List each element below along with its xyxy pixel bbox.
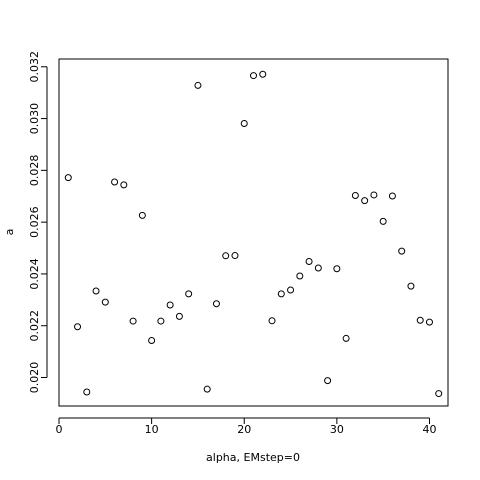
data-point — [268, 317, 276, 325]
data-point — [240, 119, 248, 127]
data-point — [296, 272, 304, 280]
y-tick-label: 0.028 — [28, 155, 41, 187]
x-tick-label: 40 — [422, 423, 436, 436]
y-axis: 0.020 0.022 0.024 0.026 0.028 0.030 0.032 — [28, 51, 48, 394]
data-point — [157, 317, 165, 325]
data-point — [287, 286, 295, 294]
data-point — [351, 191, 359, 199]
y-tick-label: 0.032 — [28, 51, 41, 83]
x-axis: 0 10 20 30 40 — [56, 417, 436, 436]
data-point — [194, 81, 202, 89]
data-point — [92, 287, 100, 295]
y-tick-label: 0.026 — [28, 206, 41, 238]
x-tick-label: 10 — [145, 423, 159, 436]
data-point — [425, 318, 433, 326]
data-point — [83, 388, 91, 396]
y-tick-label: 0.022 — [28, 310, 41, 342]
data-point — [416, 316, 424, 324]
data-point — [305, 258, 313, 266]
y-tick-label: 0.030 — [28, 103, 41, 134]
x-tick-label: 20 — [237, 423, 251, 436]
data-point — [212, 300, 220, 308]
data-point — [314, 264, 322, 272]
y-tick-label: 0.020 — [28, 362, 41, 394]
data-point — [129, 317, 137, 325]
y-tick-label: 0.024 — [28, 258, 41, 290]
data-point — [64, 174, 72, 182]
data-point — [435, 390, 443, 398]
data-point — [407, 282, 415, 290]
data-point — [111, 178, 119, 186]
data-point — [166, 301, 174, 309]
x-axis-label: alpha, EMstep=0 — [206, 451, 300, 464]
data-point — [277, 290, 285, 298]
y-axis-label: a — [3, 229, 16, 236]
data-point — [185, 290, 193, 298]
data-point — [388, 192, 396, 200]
data-point — [148, 336, 156, 344]
data-point — [222, 252, 230, 260]
data-point — [175, 312, 183, 320]
x-tick-label: 30 — [330, 423, 344, 436]
data-point — [370, 191, 378, 199]
data-point — [74, 323, 82, 331]
x-tick-label: 0 — [56, 423, 63, 436]
data-point — [324, 377, 332, 385]
data-point — [250, 72, 257, 80]
data-point — [120, 181, 128, 189]
data-point — [101, 298, 109, 306]
plot-box — [58, 58, 449, 407]
data-point — [333, 265, 341, 273]
data-point — [138, 211, 146, 219]
data-point — [342, 334, 350, 342]
data-point — [379, 217, 387, 225]
data-point — [398, 247, 406, 255]
data-point — [361, 197, 369, 205]
data-points — [64, 70, 443, 398]
data-point — [203, 385, 211, 393]
data-point — [259, 70, 267, 78]
data-point — [231, 252, 239, 260]
